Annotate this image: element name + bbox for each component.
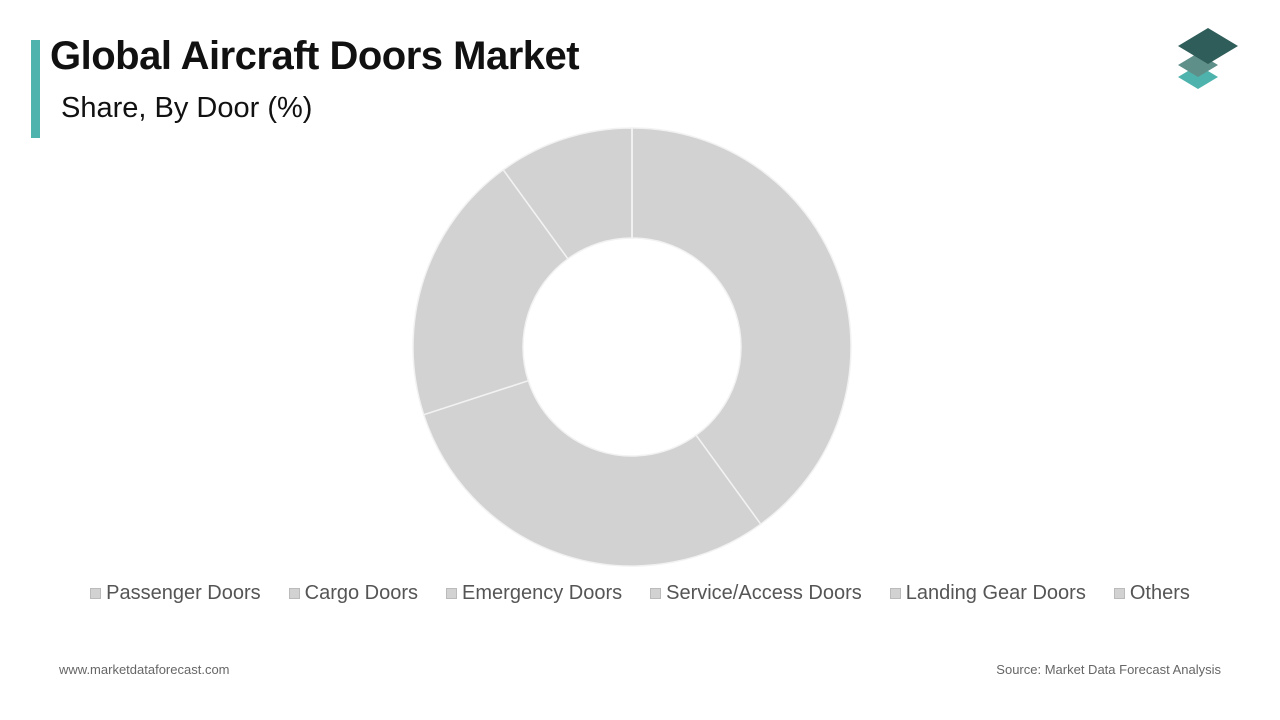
legend-marker xyxy=(90,588,102,599)
legend-label: Cargo Doors xyxy=(304,582,419,604)
website: www.marketdataforecast.com xyxy=(59,662,230,677)
legend-item: Service/Access Doors xyxy=(650,582,862,605)
logo xyxy=(1178,28,1238,89)
legend-item: Cargo Doors xyxy=(288,582,419,605)
source: Source: Market Data Forecast Analysis xyxy=(996,662,1221,677)
legend: Passenger Doors Cargo Doors Emergency Door… xyxy=(0,582,1280,605)
legend-marker xyxy=(889,588,901,599)
chart-title: Global Aircraft Doors Market xyxy=(50,34,580,78)
legend-label: Service/Access Doors xyxy=(666,582,862,604)
legend-marker xyxy=(446,588,458,599)
donut-segment xyxy=(631,127,852,526)
title-accent xyxy=(31,40,40,138)
legend-item: Passenger Doors xyxy=(90,582,261,605)
donut-segment xyxy=(412,168,569,416)
legend-label: Others xyxy=(1129,582,1190,604)
legend-item: Others xyxy=(1113,582,1190,605)
chart-subtitle: Share, By Door (%) xyxy=(61,92,313,124)
legend-item: Emergency Doors xyxy=(446,582,622,605)
legend-label: Emergency Doors xyxy=(462,582,623,604)
legend-marker xyxy=(650,588,662,599)
legend-marker xyxy=(288,588,300,599)
chart xyxy=(412,127,852,567)
legend-marker xyxy=(1113,588,1125,599)
donut-segment xyxy=(422,379,762,567)
legend-label: Passenger Doors xyxy=(106,582,261,604)
legend-item: Landing Gear Doors xyxy=(889,582,1086,605)
legend-label: Landing Gear Doors xyxy=(905,582,1086,604)
